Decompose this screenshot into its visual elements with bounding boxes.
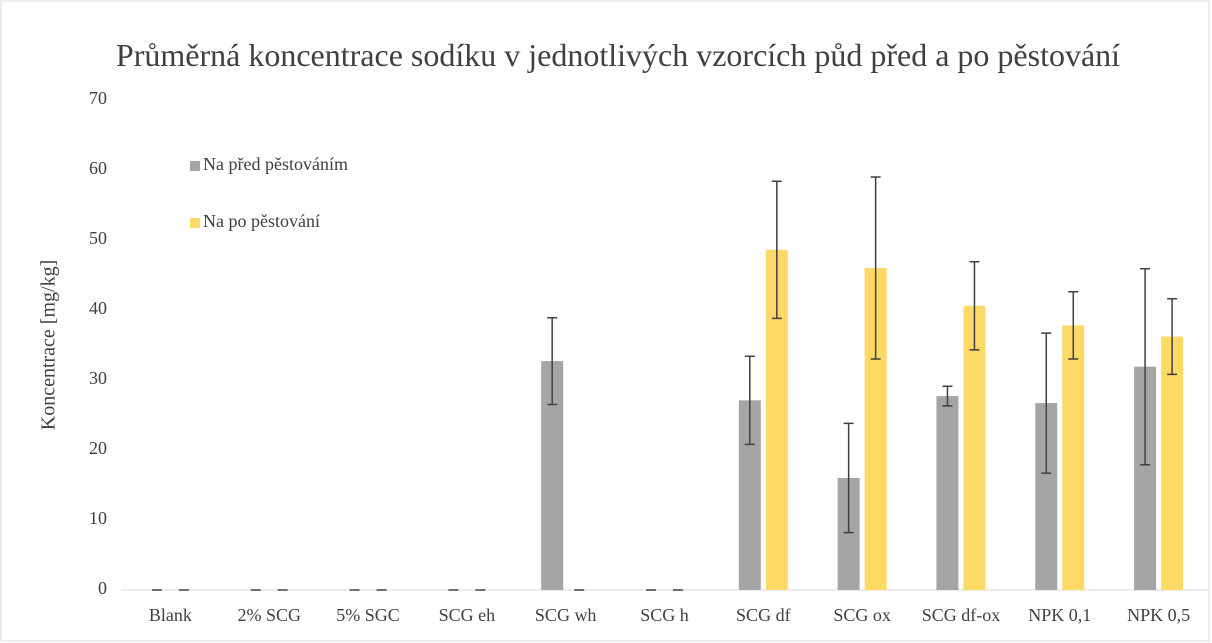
bar <box>837 478 860 590</box>
error-bar <box>1041 332 1052 474</box>
error-bar <box>1068 291 1079 360</box>
y-tick-label: 10 <box>89 508 107 528</box>
bar <box>963 305 986 590</box>
legend-label: Na před pěstováním <box>203 154 348 174</box>
error-bar <box>942 385 953 407</box>
bar <box>541 361 564 590</box>
x-tick-label: SCG wh <box>535 605 597 625</box>
error-bar <box>547 316 558 406</box>
bar <box>1161 336 1184 590</box>
error-bar <box>1167 298 1178 376</box>
legend-swatch <box>190 161 200 171</box>
y-tick-label: 50 <box>89 228 107 248</box>
x-tick-label: SCG eh <box>439 605 496 625</box>
x-tick-label: NPK 0,1 <box>1028 605 1091 625</box>
y-axis-label: Koncentrace [mg/kg] <box>38 260 60 430</box>
bar <box>1134 366 1157 590</box>
y-tick-label: 60 <box>89 158 107 178</box>
y-tick-label: 70 <box>89 88 107 108</box>
bar <box>864 268 887 590</box>
error-bar <box>744 355 755 446</box>
y-tick-label: 40 <box>89 298 107 318</box>
y-tick-label: 30 <box>89 368 107 388</box>
bar <box>738 400 761 590</box>
x-tick-label: SCG ox <box>833 605 891 625</box>
y-tick-label: 20 <box>89 438 107 458</box>
x-tick-label: 2% SCG <box>237 605 301 625</box>
bar <box>765 249 788 591</box>
error-bar <box>771 180 782 320</box>
legend-swatch <box>190 218 200 228</box>
y-tick-label: 0 <box>98 578 107 598</box>
error-bar <box>1140 267 1151 466</box>
x-tick-label: SCG h <box>640 605 689 625</box>
bar <box>936 396 959 590</box>
x-tick-label: 5% SGC <box>336 605 400 625</box>
error-bar <box>843 422 854 534</box>
x-tick-label: NPK 0,5 <box>1127 605 1190 625</box>
x-tick-label: Blank <box>149 605 192 625</box>
error-bar <box>870 176 881 360</box>
chart-title: Průměrná koncentrace sodíku v jednotlivý… <box>115 37 1121 73</box>
x-tick-label: SCG df-ox <box>922 605 1001 625</box>
legend-label: Na po pěstování <box>203 211 320 231</box>
x-tick-label: SCG df <box>736 605 791 625</box>
bar <box>1062 325 1085 590</box>
error-bar <box>969 260 980 351</box>
bar <box>1035 403 1058 590</box>
